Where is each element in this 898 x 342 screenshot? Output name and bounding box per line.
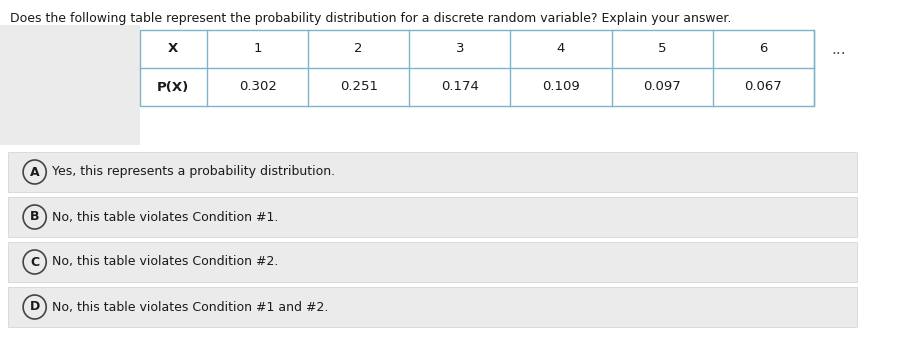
FancyBboxPatch shape: [8, 152, 857, 192]
Text: 6: 6: [759, 42, 768, 55]
Text: 0.174: 0.174: [441, 80, 479, 93]
Text: B: B: [30, 210, 40, 224]
FancyBboxPatch shape: [0, 25, 140, 145]
Text: Does the following table represent the probability distribution for a discrete r: Does the following table represent the p…: [10, 12, 731, 25]
Circle shape: [23, 205, 46, 229]
Text: 0.097: 0.097: [643, 80, 681, 93]
Text: 0.109: 0.109: [542, 80, 580, 93]
Text: 2: 2: [355, 42, 363, 55]
FancyBboxPatch shape: [8, 287, 857, 327]
Text: No, this table violates Condition #1.: No, this table violates Condition #1.: [52, 210, 278, 224]
Text: C: C: [31, 255, 40, 268]
Circle shape: [23, 250, 46, 274]
FancyBboxPatch shape: [8, 197, 857, 237]
FancyBboxPatch shape: [8, 242, 857, 282]
Text: 0.067: 0.067: [744, 80, 782, 93]
Text: 5: 5: [658, 42, 666, 55]
Text: 0.302: 0.302: [239, 80, 277, 93]
Text: 0.251: 0.251: [339, 80, 378, 93]
Text: 4: 4: [557, 42, 565, 55]
Text: Yes, this represents a probability distribution.: Yes, this represents a probability distr…: [52, 166, 335, 179]
Text: No, this table violates Condition #1 and #2.: No, this table violates Condition #1 and…: [52, 301, 329, 314]
Text: X: X: [168, 42, 179, 55]
Text: ...: ...: [832, 41, 846, 56]
Text: No, this table violates Condition #2.: No, this table violates Condition #2.: [52, 255, 278, 268]
Text: 1: 1: [253, 42, 262, 55]
Circle shape: [23, 160, 46, 184]
Text: 3: 3: [455, 42, 464, 55]
FancyBboxPatch shape: [140, 30, 814, 106]
Circle shape: [23, 295, 46, 319]
Text: D: D: [30, 301, 40, 314]
Text: P(X): P(X): [157, 80, 189, 93]
Text: A: A: [30, 166, 40, 179]
